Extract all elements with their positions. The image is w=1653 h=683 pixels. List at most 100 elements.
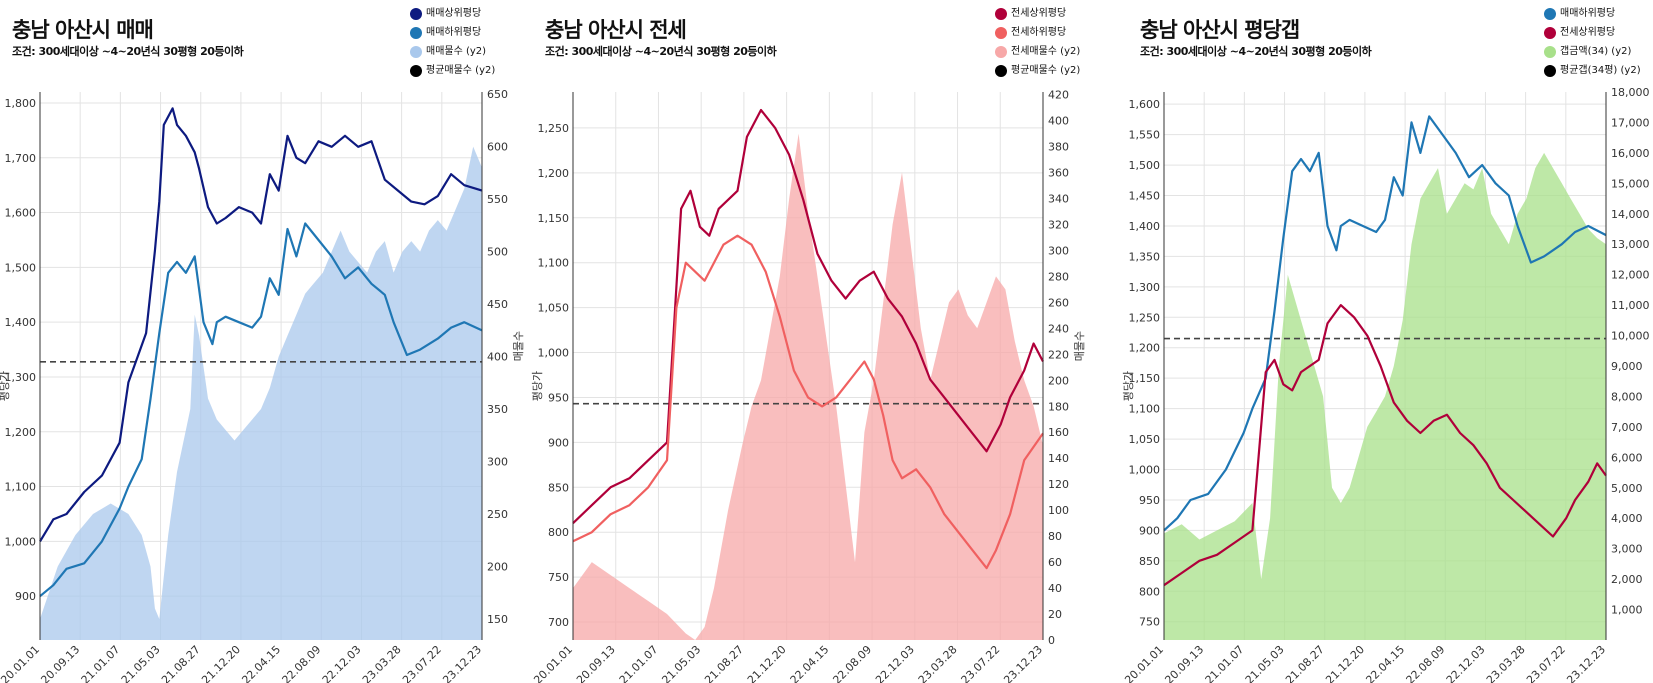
- y2-tick-label: 6,000: [1611, 451, 1643, 464]
- y-tick-label: 1,450: [1129, 190, 1161, 203]
- x-tick-label: 23.12.23: [1564, 643, 1608, 683]
- legend-marker-icon: [1544, 7, 1556, 20]
- y2-tick-label: 400: [487, 351, 508, 364]
- y2-axis-label: 매물수: [1073, 331, 1086, 361]
- legend-label: 전세상위평당: [1560, 27, 1616, 38]
- area-series: [40, 146, 482, 640]
- y-tick-label: 750: [1139, 616, 1160, 629]
- y-tick-label: 1,400: [5, 316, 37, 329]
- y2-tick-label: 180: [1048, 400, 1069, 413]
- y-tick-label: 1,000: [538, 347, 570, 360]
- legend-marker-icon: [410, 64, 422, 77]
- y-tick-label: 1,500: [1129, 159, 1161, 172]
- line-series: [39, 222, 483, 598]
- y2-tick-label: 220: [1048, 348, 1069, 361]
- x-tick-label: 23.07.22: [959, 643, 1003, 683]
- y2-tick-label: 260: [1048, 296, 1069, 309]
- legend-label: 평균갭(34평) (y2): [1560, 65, 1641, 76]
- legend-label: 매매하위평당: [1560, 8, 1616, 19]
- x-tick-label: 21.08.27: [1283, 643, 1327, 683]
- x-tick-label: 20.09.13: [38, 643, 82, 683]
- y2-tick-label: 380: [1048, 141, 1069, 154]
- y2-tick-label: 11,000: [1611, 299, 1650, 312]
- legend-item: 매매상위평당: [410, 4, 495, 23]
- y-tick-label: 1,400: [1129, 220, 1161, 233]
- y2-tick-label: 650: [487, 88, 508, 101]
- chart-legend: 매매하위평당 전세상위평당 갭금액(34) (y2) 평균갭(34평) (y2): [1544, 4, 1641, 80]
- x-tick-label: 20.09.13: [1162, 643, 1206, 683]
- y2-tick-label: 160: [1048, 426, 1069, 439]
- y2-tick-label: 20: [1048, 608, 1062, 621]
- legend-marker-icon: [1544, 64, 1556, 77]
- y2-tick-label: 300: [487, 456, 508, 469]
- line-series: [1163, 304, 1607, 587]
- y-tick-label: 1,600: [5, 207, 37, 220]
- legend-label: 갭금액(34) (y2): [1560, 46, 1632, 57]
- y2-tick-label: 4,000: [1611, 512, 1643, 525]
- y2-tick-label: 600: [487, 141, 508, 154]
- y2-tick-label: 80: [1048, 530, 1062, 543]
- chart-panel-sale: 충남 아산시 매매 조건: 300세대이상 ~4~20년식 30평형 20등이하…: [0, 0, 550, 683]
- chart-panel-gap: 충남 아산시 평당갭 조건: 300세대이상 ~4~20년식 30평형 20등이…: [1122, 0, 1653, 683]
- y-tick-label: 800: [548, 526, 569, 539]
- y-tick-label: 850: [548, 481, 569, 494]
- y2-tick-label: 5,000: [1611, 482, 1643, 495]
- y-tick-label: 950: [1139, 494, 1160, 507]
- x-tick-label: 22.04.15: [788, 643, 832, 683]
- y-axis-label: 평당가: [0, 371, 11, 401]
- y2-tick-label: 12,000: [1611, 269, 1650, 282]
- legend-label: 매매물수 (y2): [426, 46, 487, 57]
- y-tick-label: 1,500: [5, 261, 37, 274]
- x-tick-label: 21.01.07: [79, 643, 123, 683]
- x-tick-label: 22.08.09: [1404, 643, 1448, 683]
- x-tick-label: 21.01.07: [1203, 643, 1247, 683]
- y2-tick-label: 9,000: [1611, 360, 1643, 373]
- x-tick-label: 21.05.03: [1243, 643, 1287, 683]
- legend-item: 매매하위평당: [1544, 4, 1641, 23]
- legend-item: 평균갭(34평) (y2): [1544, 61, 1641, 80]
- x-tick-label: 22.12.03: [873, 643, 917, 683]
- y2-tick-label: 340: [1048, 192, 1069, 205]
- legend-label: 평균매물수 (y2): [426, 65, 496, 76]
- y2-tick-label: 450: [487, 298, 508, 311]
- x-tick-label: 20.01.01: [0, 643, 42, 683]
- x-tick-label: 21.05.03: [119, 643, 163, 683]
- x-tick-label: 23.03.28: [360, 643, 404, 683]
- x-tick-label: 20.01.01: [531, 643, 575, 683]
- y2-tick-label: 500: [487, 246, 508, 259]
- legend-label: 평균매물수 (y2): [1011, 65, 1081, 76]
- x-tick-label: 20.01.01: [1122, 643, 1166, 683]
- y-tick-label: 900: [548, 436, 569, 449]
- x-tick-label: 23.12.23: [440, 643, 484, 683]
- y2-tick-label: 200: [1048, 374, 1069, 387]
- x-tick-label: 21.08.27: [159, 643, 203, 683]
- chart-legend: 매매상위평당 매매하위평당 매매물수 (y2) 평균매물수 (y2): [410, 4, 495, 80]
- legend-marker-icon: [410, 7, 422, 20]
- y-tick-label: 1,150: [538, 212, 570, 225]
- y-axis-label: 평당가: [531, 371, 544, 401]
- legend-item: 전세하위평당: [995, 23, 1080, 42]
- y2-tick-label: 360: [1048, 167, 1069, 180]
- x-tick-label: 22.04.15: [239, 643, 283, 683]
- y-tick-label: 1,550: [1129, 129, 1161, 142]
- legend-item: 갭금액(34) (y2): [1544, 42, 1641, 61]
- y-axis-label: 평당가: [1122, 371, 1135, 401]
- y-tick-label: 1,100: [5, 481, 37, 494]
- x-tick-label: 22.12.03: [1444, 643, 1488, 683]
- y-tick-label: 1,250: [538, 122, 570, 135]
- x-tick-label: 21.12.20: [1323, 643, 1367, 683]
- chart-title: 충남 아산시 전세: [545, 18, 687, 42]
- y-tick-label: 1,300: [1129, 281, 1161, 294]
- y-tick-label: 1,100: [1129, 403, 1161, 416]
- x-tick-label: 22.08.09: [280, 643, 324, 683]
- y2-tick-label: 320: [1048, 218, 1069, 231]
- legend-marker-icon: [995, 45, 1007, 58]
- y2-tick-label: 1,000: [1611, 604, 1643, 617]
- line-series: [572, 234, 1044, 570]
- line-series: [39, 107, 483, 542]
- legend-item: 전세상위평당: [1544, 23, 1641, 42]
- y2-tick-label: 250: [487, 508, 508, 521]
- y-tick-label: 1,100: [538, 257, 570, 270]
- x-tick-label: 22.08.09: [830, 643, 874, 683]
- legend-label: 매매하위평당: [426, 27, 482, 38]
